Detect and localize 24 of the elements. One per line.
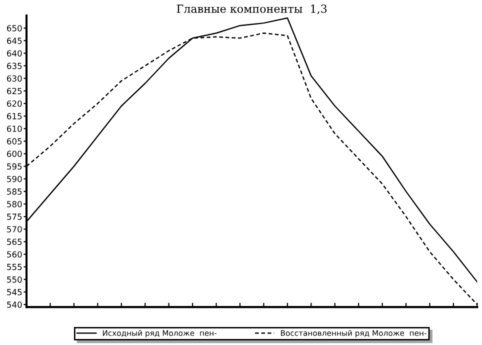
y-tick-label: 630 <box>7 75 22 82</box>
y-tick-label: 645 <box>7 38 22 44</box>
y-tick-label: 550 <box>7 276 22 283</box>
y-tick-label: 545 <box>7 289 22 296</box>
y-tick-label: 595 <box>7 163 22 170</box>
y-tick-label: 540 <box>7 302 22 308</box>
y-tick-label: 615 <box>7 113 22 120</box>
y-tick-label: 560 <box>7 251 22 258</box>
y-tick-label: 570 <box>7 226 22 232</box>
y-tick-label: 650 <box>7 25 22 32</box>
y-tick-label: 580 <box>7 200 22 208</box>
y-tick-label: 575 <box>7 214 22 220</box>
y-tick-label: 640 <box>7 50 22 57</box>
y-tick-label: 565 <box>7 238 22 245</box>
y-tick-label: 610 <box>7 126 22 132</box>
y-tick-label: 635 <box>7 62 22 70</box>
y-tick-label: 555 <box>7 264 22 270</box>
y-tick-label: 585 <box>7 188 22 195</box>
y-tick-label: 620 <box>7 100 22 107</box>
y-tick-label: 590 <box>7 176 22 182</box>
y-tick-label: 600 <box>7 150 22 158</box>
y-tick-label: 605 <box>7 138 22 144</box>
chart-title: Главные компоненты 1,3 <box>176 4 327 14</box>
y-tick-label: 625 <box>7 88 22 94</box>
